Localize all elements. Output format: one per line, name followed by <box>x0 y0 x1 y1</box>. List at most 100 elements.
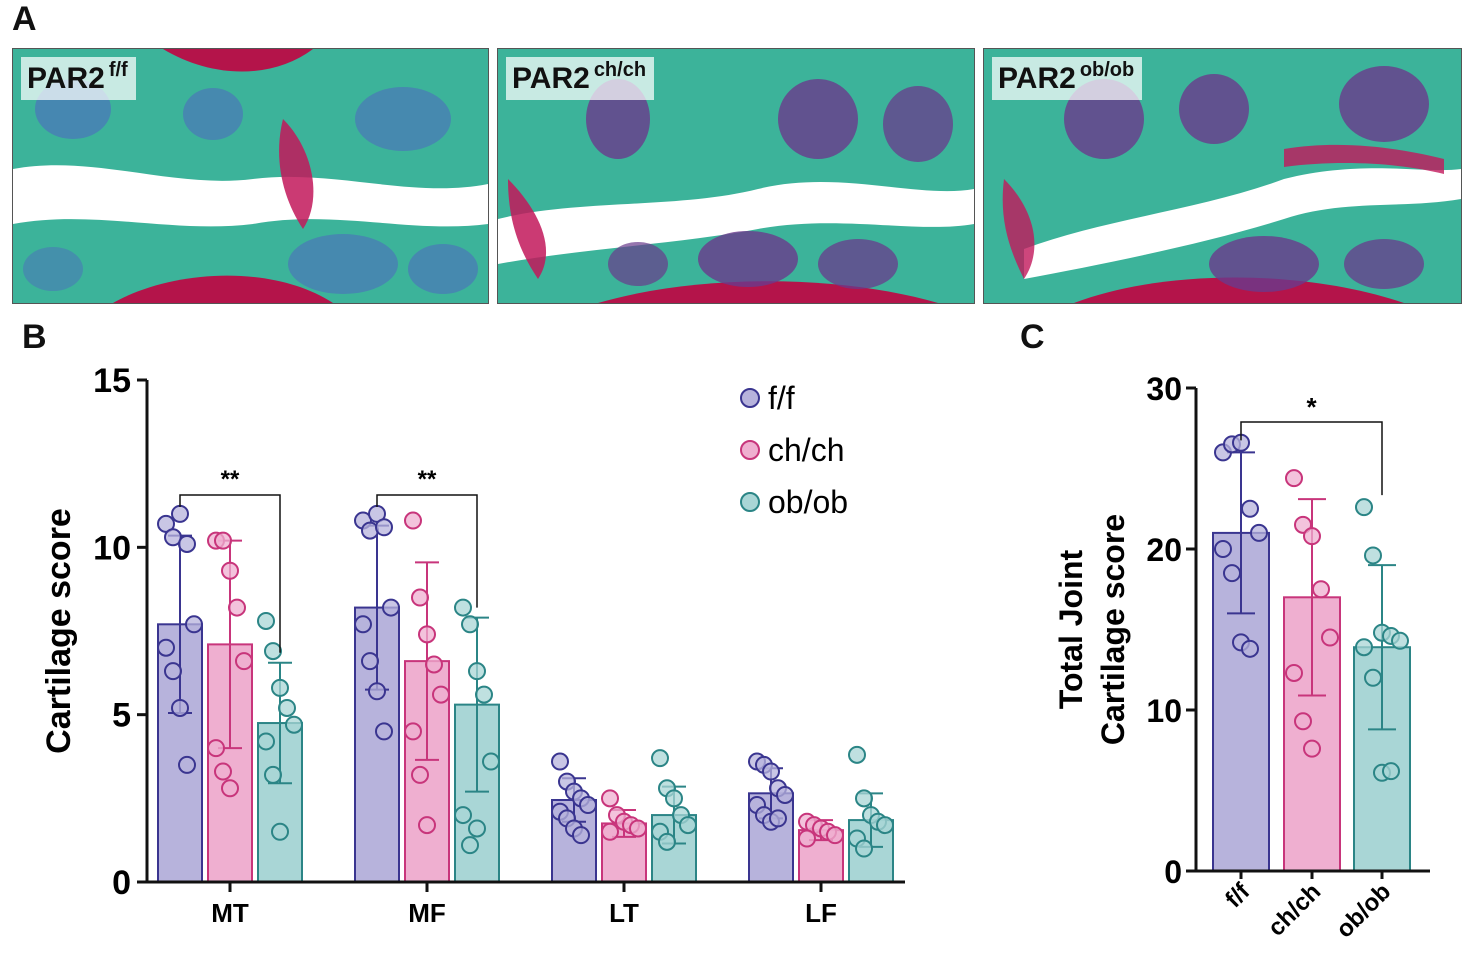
micrograph-chch-label: PAR2 ch/ch <box>506 57 655 100</box>
data-point <box>178 755 196 774</box>
data-point <box>1355 638 1373 657</box>
data-point <box>264 642 282 661</box>
data-point <box>1355 498 1373 517</box>
y-tick-label: 20 <box>1146 532 1182 568</box>
data-point <box>257 732 275 751</box>
data-point <box>278 698 296 717</box>
data-point <box>404 722 422 741</box>
data-point <box>1364 546 1382 565</box>
data-point <box>848 745 866 764</box>
data-point <box>1241 499 1259 518</box>
data-point <box>1364 668 1382 687</box>
data-point <box>762 762 780 781</box>
data-point <box>1321 628 1339 647</box>
x-tick-label-obob: ob/ob <box>1331 878 1396 943</box>
data-point <box>468 662 486 681</box>
data-point <box>157 638 175 657</box>
data-point <box>271 678 289 697</box>
data-point <box>475 685 493 704</box>
data-point <box>221 779 239 798</box>
data-point <box>1382 762 1400 781</box>
significance-bracket <box>376 494 478 608</box>
data-point <box>1285 663 1303 682</box>
micrograph-obob-label: PAR2 ob/ob <box>992 57 1143 100</box>
data-point <box>207 739 225 758</box>
data-point <box>271 822 289 841</box>
data-point <box>425 655 443 674</box>
data-point <box>285 715 303 734</box>
panel-label-a: A <box>12 0 37 38</box>
data-point <box>601 822 619 841</box>
data-point <box>418 625 436 644</box>
data-point <box>579 796 597 815</box>
data-point <box>361 652 379 671</box>
x-tick-label-ff: f/f <box>1220 877 1256 913</box>
data-point <box>432 685 450 704</box>
data-point <box>651 749 669 768</box>
data-point <box>228 598 246 617</box>
data-point <box>257 611 275 630</box>
micrograph-ff: PAR2 f/f <box>12 48 489 304</box>
data-point <box>411 765 429 784</box>
data-point <box>375 518 393 537</box>
y-axis-label-line2: Cartilage score <box>1095 514 1131 745</box>
data-point <box>461 836 479 855</box>
data-point <box>629 819 647 838</box>
micrograph-ff-genotype: f/f <box>108 59 128 81</box>
micrograph-ff-label: PAR2 f/f <box>21 57 136 100</box>
y-tick-label: 15 <box>93 362 131 400</box>
micrograph-obob: PAR2 ob/ob <box>983 48 1462 304</box>
x-tick-label-mt: MT <box>211 898 249 928</box>
data-point <box>1241 639 1259 658</box>
x-tick-label-lt: LT <box>609 898 639 928</box>
data-point <box>382 598 400 617</box>
significance-label: ** <box>418 466 437 493</box>
legend-label-ff: f/f <box>768 380 795 416</box>
y-tick-label: 0 <box>112 864 131 902</box>
y-axis-label-line1: Total Joint <box>1053 549 1089 709</box>
data-point <box>235 652 253 671</box>
data-point <box>1250 523 1268 542</box>
x-tick-label-mf: MF <box>408 898 446 928</box>
y-tick-label: 10 <box>93 529 131 567</box>
micrograph-chch-genotype: ch/ch <box>593 59 647 81</box>
data-point <box>776 785 794 804</box>
data-point <box>368 682 386 701</box>
micrograph-obob-genotype: ob/ob <box>1079 59 1135 81</box>
significance-bracket <box>1240 421 1383 496</box>
data-point <box>826 826 844 845</box>
data-point <box>855 839 873 858</box>
panel-label-c: C <box>1020 318 1045 356</box>
micrograph-chch: PAR2 ch/ch <box>497 48 975 304</box>
legend-label-obob: ob/ob <box>768 484 848 520</box>
data-point <box>221 561 239 580</box>
chart-c-total-joint-score: f/f ch/ch ob/ob * 0 10 20 30 Total Joint Cartilag… <box>1053 371 1430 943</box>
micrograph-ff-title: PAR2 <box>27 62 105 95</box>
data-point <box>404 511 422 530</box>
data-point <box>572 826 590 845</box>
data-point <box>798 829 816 848</box>
micrograph-obob-title: PAR2 <box>998 62 1076 95</box>
data-point <box>214 762 232 781</box>
data-point <box>354 615 372 634</box>
significance-bracket <box>179 494 281 653</box>
data-point <box>1285 469 1303 488</box>
data-point <box>1223 564 1241 583</box>
y-tick-label: 5 <box>112 697 131 735</box>
data-point <box>418 816 436 835</box>
data-point <box>214 531 232 550</box>
data-point <box>1391 631 1409 650</box>
data-point <box>375 722 393 741</box>
data-point <box>482 752 500 771</box>
significance-label: ** <box>221 466 240 493</box>
chart-b-cartilage-score: ** ** 0 5 10 15 MT MF LT LF Cartilage score f/f ch/c… <box>40 362 905 928</box>
data-point <box>658 832 676 851</box>
legend-marker-chch <box>740 440 760 460</box>
y-tick-label: 0 <box>1164 854 1182 890</box>
data-point <box>1303 739 1321 758</box>
data-point <box>769 809 787 828</box>
x-tick-label-lf: LF <box>805 898 837 928</box>
data-point <box>411 588 429 607</box>
data-point <box>171 504 189 523</box>
y-tick-label: 30 <box>1146 371 1182 407</box>
